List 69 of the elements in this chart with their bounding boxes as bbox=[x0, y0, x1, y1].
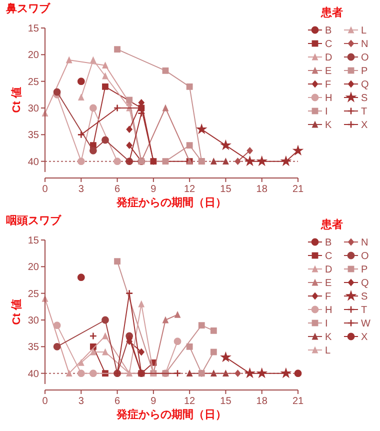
y-axis-title: Ct 値 bbox=[10, 299, 23, 325]
legend-label: L bbox=[361, 26, 367, 36]
y-tick-label: 25 bbox=[28, 76, 40, 88]
x-tick-label: 15 bbox=[220, 396, 232, 407]
x-tick-label: 9 bbox=[150, 184, 157, 195]
legend-label: F bbox=[325, 80, 332, 90]
legend-label: Q bbox=[361, 80, 369, 90]
x-tick-label: 6 bbox=[114, 184, 121, 195]
legend-label: O bbox=[361, 251, 369, 262]
y-tick-label: 15 bbox=[28, 236, 40, 246]
legend-title: 患者 bbox=[320, 6, 343, 19]
y-tick-label: 30 bbox=[28, 316, 40, 326]
legend-label: H bbox=[325, 93, 332, 104]
chart-title: 鼻スワブ bbox=[5, 2, 51, 15]
legend-label: C bbox=[325, 39, 332, 50]
x-tick-label: 0 bbox=[42, 184, 48, 195]
legend-label: H bbox=[325, 305, 332, 316]
y-tick-label: 40 bbox=[28, 156, 40, 168]
legend-label: T bbox=[361, 106, 368, 118]
x-tick-label: 12 bbox=[184, 396, 196, 407]
x-tick-label: 15 bbox=[220, 184, 232, 195]
y-axis-title: Ct 値 bbox=[10, 87, 23, 113]
legend-label: T bbox=[361, 305, 368, 316]
x-axis-title: 発症からの期間（日） bbox=[116, 408, 226, 421]
x-tick-label: 21 bbox=[292, 396, 304, 407]
legend-label: W bbox=[361, 318, 371, 330]
y-tick-label: 20 bbox=[28, 262, 40, 274]
legend-label: K bbox=[325, 332, 332, 343]
y-tick-label: 35 bbox=[28, 342, 40, 354]
legend-label: E bbox=[325, 66, 332, 77]
legend-label: K bbox=[325, 120, 332, 131]
legend-label: L bbox=[325, 346, 331, 356]
legend-label: Q bbox=[361, 278, 369, 289]
x-tick-label: 18 bbox=[256, 184, 268, 195]
legend-label: S bbox=[361, 93, 368, 104]
x-tick-label: 9 bbox=[150, 396, 157, 407]
legend-title: 患者 bbox=[320, 218, 343, 231]
x-axis-title: 発症からの期間（日） bbox=[116, 196, 226, 209]
legend-label: E bbox=[325, 278, 332, 289]
legend-label: S bbox=[361, 292, 368, 302]
legend-label: B bbox=[325, 26, 332, 36]
x-tick-label: 6 bbox=[114, 396, 121, 407]
y-tick-label: 25 bbox=[28, 288, 40, 300]
legend-label: F bbox=[325, 292, 332, 302]
legend-label: I bbox=[325, 106, 328, 118]
legend-label: C bbox=[325, 251, 332, 262]
y-tick-label: 40 bbox=[28, 368, 40, 380]
legend-label: I bbox=[325, 318, 328, 330]
x-tick-label: 3 bbox=[78, 396, 84, 407]
x-tick-label: 18 bbox=[256, 396, 268, 407]
legend-label: D bbox=[325, 52, 332, 64]
legend-label: X bbox=[361, 332, 368, 343]
legend-label: X bbox=[361, 120, 368, 131]
y-tick-label: 35 bbox=[28, 130, 40, 142]
legend-label: P bbox=[361, 66, 368, 77]
x-tick-label: 21 bbox=[292, 184, 304, 195]
legend-label: P bbox=[361, 264, 368, 276]
x-tick-label: 0 bbox=[42, 396, 48, 407]
legend-label: N bbox=[361, 39, 368, 50]
x-tick-label: 12 bbox=[184, 184, 196, 195]
legend-label: D bbox=[325, 264, 332, 276]
chart-title: 咽頭スワブ bbox=[6, 214, 62, 227]
legend-label: O bbox=[361, 52, 369, 64]
legend-label: N bbox=[361, 238, 368, 248]
y-tick-label: 30 bbox=[28, 104, 40, 114]
y-tick-label: 20 bbox=[28, 50, 40, 62]
y-tick-label: 15 bbox=[28, 24, 40, 34]
legend-label: B bbox=[325, 238, 332, 248]
x-tick-label: 3 bbox=[78, 184, 84, 195]
